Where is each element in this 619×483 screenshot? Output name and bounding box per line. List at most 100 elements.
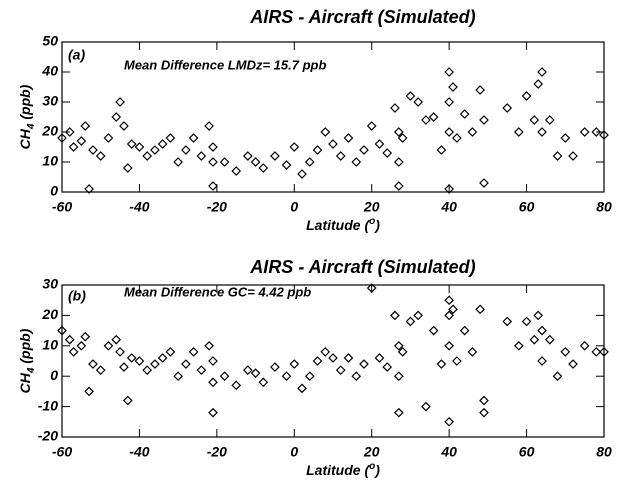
point <box>351 371 362 382</box>
point <box>393 371 404 382</box>
point <box>459 325 470 336</box>
point <box>444 97 454 107</box>
point <box>459 109 470 119</box>
point <box>76 136 87 146</box>
y-label-text: CH <box>17 372 33 393</box>
point <box>165 133 176 143</box>
point <box>444 310 454 321</box>
point <box>359 145 369 155</box>
point <box>513 340 524 351</box>
point <box>448 82 458 92</box>
point <box>421 401 431 412</box>
point <box>64 334 75 345</box>
point <box>502 103 513 113</box>
point <box>374 353 385 363</box>
point <box>444 340 454 351</box>
panel-label: (a) <box>68 47 85 63</box>
x-tick-label: 80 <box>596 199 612 215</box>
point <box>552 371 563 382</box>
point <box>444 416 454 427</box>
point <box>343 133 354 143</box>
y-tick-label: 0 <box>50 183 58 199</box>
point <box>413 97 424 107</box>
point <box>297 169 307 179</box>
y-label-text: CH <box>17 128 33 149</box>
point <box>393 157 404 167</box>
x-label-text: Latitude ( <box>306 462 370 478</box>
point <box>126 139 137 149</box>
point <box>479 395 489 406</box>
point <box>444 295 454 306</box>
point <box>444 184 454 194</box>
y-axis-label: CH4 (ppb) <box>17 328 37 393</box>
point <box>397 347 408 357</box>
point <box>397 133 408 143</box>
y-tick-label: 10 <box>42 337 58 353</box>
point <box>84 386 94 397</box>
point <box>231 380 242 391</box>
point <box>122 163 133 173</box>
point <box>111 112 122 122</box>
point <box>393 407 404 418</box>
point <box>529 115 540 125</box>
point <box>359 359 369 369</box>
point <box>537 67 547 77</box>
point <box>467 127 478 137</box>
x-label-end: ) <box>373 462 380 478</box>
y-label-end: (ppb) <box>17 84 33 123</box>
point <box>258 377 269 388</box>
x-tick-label: -20 <box>207 444 227 460</box>
x-tick-label: 0 <box>290 199 298 215</box>
point <box>436 359 447 369</box>
x-label-sup: o <box>369 461 375 472</box>
point <box>444 127 454 137</box>
x-tick-label: -20 <box>207 199 227 215</box>
point <box>502 316 513 327</box>
point <box>448 304 458 315</box>
point <box>297 383 307 394</box>
point <box>76 340 87 351</box>
y-label-sub: 4 <box>26 123 37 130</box>
point <box>544 334 555 345</box>
point <box>258 163 269 173</box>
point <box>250 368 261 379</box>
point <box>208 356 218 366</box>
point <box>405 316 416 327</box>
x-label-sup: o <box>369 216 375 227</box>
point <box>84 184 94 194</box>
point <box>242 151 253 161</box>
point <box>452 356 462 366</box>
point <box>320 127 331 137</box>
point <box>374 139 385 149</box>
x-tick-label: 60 <box>519 444 535 460</box>
point <box>393 127 404 137</box>
point <box>533 79 544 89</box>
point <box>335 365 346 375</box>
point <box>591 347 602 357</box>
point <box>68 347 79 357</box>
point <box>479 407 489 418</box>
point <box>64 127 75 137</box>
point <box>537 127 547 137</box>
point <box>208 157 218 167</box>
point <box>134 356 145 366</box>
point <box>80 121 91 131</box>
point <box>173 157 183 167</box>
point <box>537 356 547 366</box>
point <box>68 142 79 152</box>
point <box>421 115 431 125</box>
point <box>95 151 106 161</box>
point <box>188 347 199 357</box>
point <box>150 145 160 155</box>
point <box>181 145 191 155</box>
annotation: Mean Difference GC= 4.42 ppb <box>124 284 311 299</box>
point <box>479 178 489 188</box>
point <box>119 121 129 131</box>
chart-title: AIRS - Aircraft (Simulated) <box>249 7 475 27</box>
point <box>335 151 346 161</box>
x-tick-label: 60 <box>519 199 535 215</box>
point <box>475 85 485 95</box>
y-tick-label: 0 <box>50 367 58 383</box>
x-label-text: Latitude ( <box>306 217 370 233</box>
y-tick-label: 20 <box>41 306 58 322</box>
